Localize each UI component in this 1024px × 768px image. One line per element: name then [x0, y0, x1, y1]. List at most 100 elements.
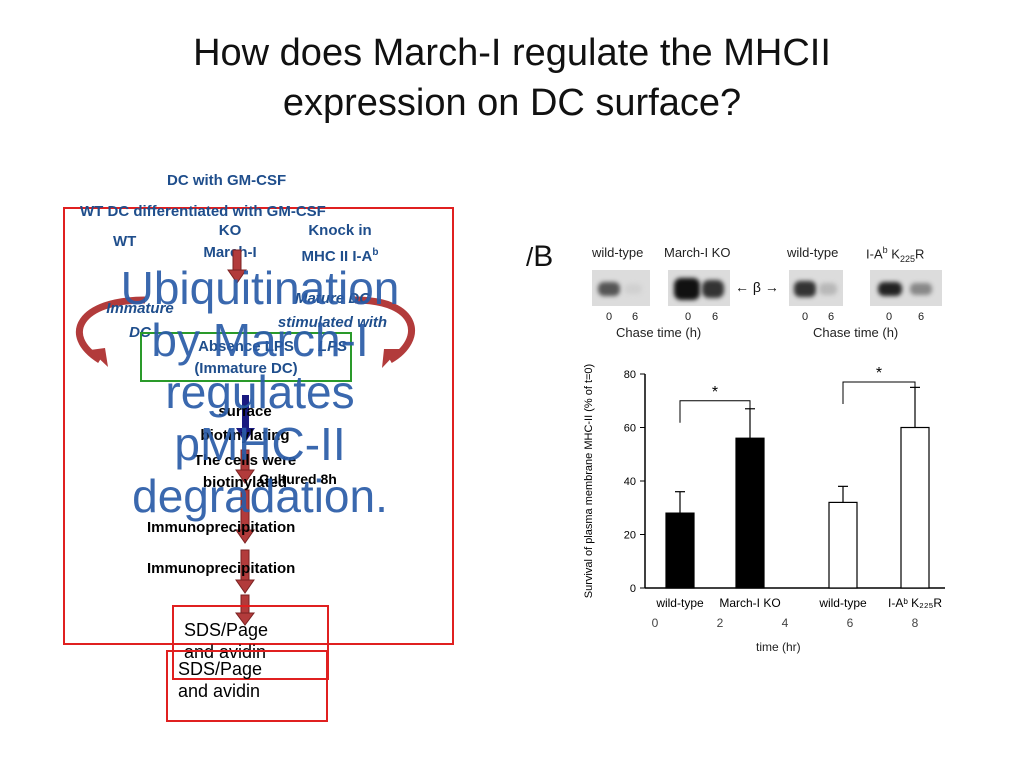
ip1-label: Immunoprecipitation [147, 519, 296, 536]
dark-down-arrow [236, 395, 255, 443]
lane-time-3: 0 [685, 311, 692, 323]
bar-2 [828, 501, 858, 589]
sds2-line1: SDS/Page [178, 659, 263, 679]
title-line-2: expression on DC surface? [282, 82, 742, 124]
curved-arrow-left [76, 296, 146, 367]
panel-label: /B [526, 240, 553, 274]
sds1-line1: SDS/Page [184, 620, 269, 640]
time-axis-label: time (hr) [756, 640, 801, 654]
mhc-ia-sup: b [372, 247, 379, 258]
ip2-label: Immunoprecipitation [147, 560, 296, 577]
sds2-line2: and avidin [178, 681, 261, 701]
down-arrow-ko [227, 249, 247, 284]
blot-label-wt2: wild-type [787, 245, 839, 260]
lane-time-7: 0 [886, 311, 893, 323]
time-tick-label-4: 8 [912, 616, 919, 630]
band-wt2-6 [819, 283, 837, 295]
cells-biotinylated-label: The cells were biotinylated [150, 450, 340, 494]
time-tick-label-3: 6 [847, 616, 854, 630]
blot-strip-2 [668, 270, 730, 306]
band-ia-0 [878, 282, 902, 296]
stimulated-with-text: stimulated with [277, 314, 388, 331]
lane-time-8: 6 [918, 311, 925, 323]
absence-lps-box [140, 332, 352, 382]
down-arrow-4 [235, 549, 255, 594]
surface-text: surface [218, 403, 272, 420]
y-tick-label-1: 20 [624, 530, 636, 542]
overlay-line-3: regulates [165, 366, 355, 418]
lane-time-4: 6 [712, 311, 719, 323]
title-line-1: How does March-I regulate the MHCII [193, 32, 831, 74]
absence-lps-label: Absence LPS (Immature DC) [140, 336, 352, 380]
curved-arrow-right [354, 296, 415, 368]
overlay-line-5: degradation. [132, 470, 388, 522]
significance-bracket-0 [679, 400, 751, 423]
y-tick-label-4: 80 [624, 369, 636, 381]
band-wt1-0 [598, 282, 620, 296]
time-tick-label-0: 0 [652, 616, 659, 630]
significance-star-1: * [876, 365, 882, 382]
slide-title: How does March-I regulate the MHCII expr… [0, 28, 1024, 128]
biotinylated-text: biotinylated [202, 474, 288, 491]
mature-dc-text: Mature DC [294, 290, 370, 307]
absence-lps-text: Absence LPS [198, 338, 294, 355]
panel-slash: / [526, 242, 534, 272]
y-tick-label-2: 40 [624, 476, 636, 488]
cells-were-text: The cells were [193, 452, 297, 469]
blot-strip-1 [592, 270, 650, 306]
bar-3 [900, 426, 930, 589]
mhc-ia-text: MHC II I-Ab [285, 242, 395, 268]
overlay-text: Ubiquitination by March-I regulates pMHC… [60, 262, 460, 522]
flow-arrows [76, 249, 415, 626]
cultured-label: Cultured 8h [259, 471, 337, 487]
band-ko-0 [674, 278, 700, 300]
immature-dc-paren-text: (Immature DC) [194, 360, 298, 377]
blot-label-wt1: wild-type [592, 245, 644, 260]
band-wt1-6 [624, 284, 642, 294]
y-axis-label: Survival of plasma membrane MHC-II (% of… [583, 364, 595, 598]
significance-bracket-1 [842, 381, 916, 405]
time-tick-label-2: 4 [782, 616, 789, 630]
immature-dc-label: Immature DC [95, 297, 185, 345]
k-suffix: R [914, 246, 925, 262]
overlay-line-2: by March-I [151, 314, 369, 366]
panel-letter: B [533, 240, 554, 273]
surface-biotinylating-label: surface biotinylating [180, 400, 310, 448]
sds-box-2: SDS/Page and avidin [166, 650, 328, 722]
blot-label-ko: March-I KO [664, 245, 731, 260]
dc-gmcsf-label: DC with GM-CSF [167, 172, 287, 189]
wt-dc-label: WT DC differentiated with GM-CSF [80, 203, 326, 220]
y-tick-label-0: 0 [630, 583, 636, 595]
category-label-2: wild-type [818, 596, 867, 610]
ko-text: KO [218, 222, 242, 239]
knock-in-label: Knock in MHC II I-Ab [285, 220, 395, 268]
lane-time-6: 6 [828, 311, 835, 323]
sds-box-1: SDS/Page and avidin [172, 605, 329, 680]
mature-dc-label: Mature DC stimulated with LPS [245, 287, 420, 359]
time-tick-label-1: 2 [717, 616, 724, 630]
band-ko-6 [702, 280, 724, 298]
bar-1 [735, 437, 765, 589]
category-label-1: March-I KO [719, 596, 780, 610]
y-tick-label-3: 60 [624, 423, 636, 435]
category-label-3: I-Aᵇ K₂₂₅R [888, 596, 942, 610]
blot-label-ia: I-Ab K225R [866, 245, 924, 264]
down-arrow-2 [235, 449, 255, 484]
ia-text: I-A [866, 246, 883, 262]
chase-time-label-2: Chase time (h) [813, 325, 899, 340]
category-label-0: wild-type [655, 596, 704, 610]
ia-sup: b [882, 245, 888, 255]
band-wt2-0 [794, 281, 816, 297]
march-i-text: March-I [203, 244, 257, 261]
biotinylating-text: biotinylating [200, 427, 290, 444]
lane-time-5: 0 [802, 311, 809, 323]
immature-text: Immature [106, 300, 174, 317]
lps-text: LPS [317, 338, 348, 355]
overlay-line-1: Ubiquitination [120, 262, 400, 314]
k-sub: 225 [899, 253, 915, 264]
knock-in-text: Knock in [308, 222, 372, 239]
flow-outer-box [63, 207, 454, 645]
blot-strip-3 [789, 270, 843, 306]
